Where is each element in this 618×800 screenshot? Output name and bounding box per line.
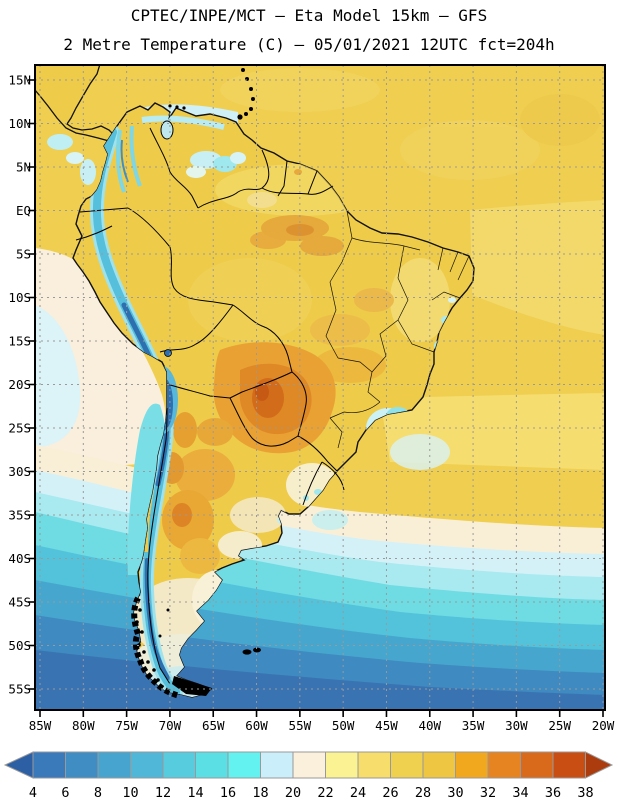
lon-label: 45W [375, 718, 398, 733]
colorbar-segment [131, 752, 164, 778]
lon-label: 35W [462, 718, 485, 733]
colorbar-segment [66, 752, 99, 778]
weather-map-figure: CPTEC/INPE/MCT – Eta Model 15km – GFS 2 … [0, 0, 618, 800]
colorbar-tick-label: 4 [29, 785, 37, 800]
colorbar-segment [391, 752, 424, 778]
lat-label: 10S [8, 290, 31, 305]
lat-label: 40S [8, 551, 31, 566]
lon-label: 70W [159, 718, 182, 733]
lon-label: 55W [289, 718, 312, 733]
colorbar-segment [423, 752, 456, 778]
map-scene: CPTEC/INPE/MCT – Eta Model 15km – GFS 2 … [0, 0, 618, 800]
ocean-patch [80, 159, 96, 185]
colorbar-segment [98, 752, 131, 778]
colorbar-segment [163, 752, 196, 778]
colorbar-tick-label: 28 [415, 785, 431, 800]
colorbar-segment [521, 752, 554, 778]
colorbar-tick-label: 26 [382, 785, 398, 800]
lon-label: 30W [505, 718, 528, 733]
lat-label: 10N [8, 116, 31, 131]
colorbar-left-arrow [5, 752, 33, 778]
colorbar-segment [553, 752, 586, 778]
lat-label: 20S [8, 377, 31, 392]
colorbar-right-arrow [586, 752, 613, 778]
lat-label: 5S [16, 247, 31, 262]
colorbar-segment [488, 752, 521, 778]
map-plot [35, 64, 605, 714]
lon-label: 60W [245, 718, 268, 733]
colorbar-tick-label: 12 [155, 785, 171, 800]
lat-label: 50S [8, 638, 31, 653]
ocean-patch [390, 434, 450, 470]
lon-label: 40W [418, 718, 441, 733]
colorbar-segment [196, 752, 229, 778]
lat-label: 30S [8, 464, 31, 479]
lon-label: 85W [29, 718, 52, 733]
colorbar-segment [456, 752, 489, 778]
ocean-patch [66, 152, 84, 164]
colorbar-tick-label: 34 [512, 785, 528, 800]
colorbar-segment [261, 752, 294, 778]
temperature-colorbar: 4 6 8 10 12 14 16 18 20 22 24 26 28 30 32 34 36 38 [5, 752, 612, 800]
ocean-patch [312, 510, 348, 530]
colorbar-segment [326, 752, 359, 778]
colorbar-tick-label: 36 [545, 785, 561, 800]
colorbar-tick-label: 32 [480, 785, 496, 800]
lon-label: 50W [332, 718, 355, 733]
title-line-1: CPTEC/INPE/MCT – Eta Model 15km – GFS [131, 6, 487, 25]
colorbar-segment [33, 752, 66, 778]
latitude-labels: 15N 10N 5N EQ 5S 10S 15S 20S 25S 30S 35S 40S 45S 50S 5… [8, 73, 31, 697]
colorbar-tick-label: 20 [285, 785, 301, 800]
lat-label: 25S [8, 421, 31, 436]
lon-label: 20W [592, 718, 615, 733]
lat-label: EQ [16, 203, 31, 218]
lon-label: 25W [548, 718, 571, 733]
colorbar-tick-label: 38 [577, 785, 593, 800]
colorbar-tick-label: 10 [122, 785, 138, 800]
longitude-labels: 85W 80W 75W 70W 65W 60W 55W 50W 45W 40W 35W 30W 25W 2… [29, 718, 615, 733]
lat-label: 35S [8, 508, 31, 523]
colorbar-segment [228, 752, 261, 778]
lat-label: 15S [8, 334, 31, 349]
colorbar-segment [293, 752, 326, 778]
title-line-2: 2 Metre Temperature (C) – 05/01/2021 12U… [63, 35, 554, 54]
lat-label: 45S [8, 595, 31, 610]
lon-label: 80W [72, 718, 95, 733]
lat-label: 55S [8, 682, 31, 697]
lat-label: 5N [16, 160, 31, 175]
colorbar-tick-label: 6 [61, 785, 69, 800]
colorbar-tick-label: 14 [187, 785, 203, 800]
lon-label: 75W [115, 718, 138, 733]
ocean-patch [47, 134, 73, 150]
colorbar-tick-label: 24 [350, 785, 366, 800]
colorbar-segment [358, 752, 391, 778]
lat-label: 15N [8, 73, 31, 88]
colorbar-tick-label: 18 [252, 785, 268, 800]
colorbar-tick-label: 22 [317, 785, 333, 800]
lon-label: 65W [202, 718, 225, 733]
colorbar-tick-label: 8 [94, 785, 102, 800]
colorbar-tick-label: 30 [447, 785, 463, 800]
colorbar-tick-label: 16 [220, 785, 236, 800]
